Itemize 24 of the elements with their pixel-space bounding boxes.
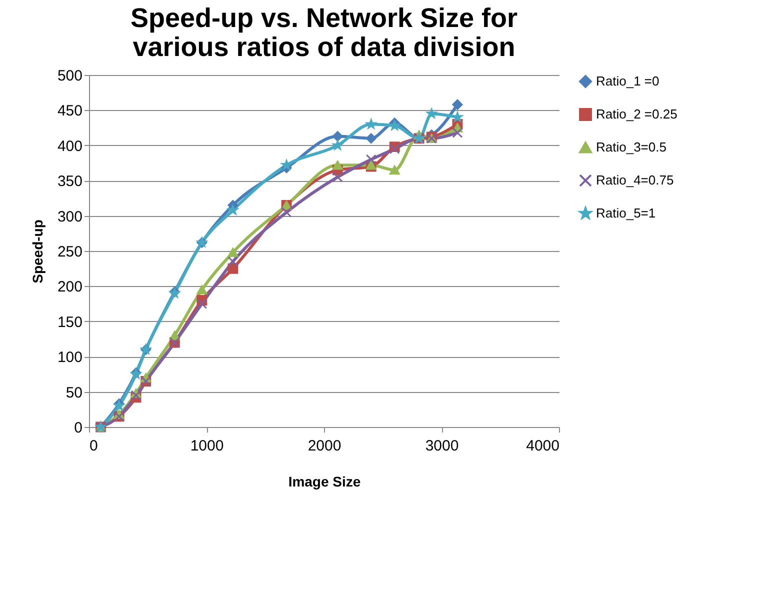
x-tick-label: 0 bbox=[90, 438, 98, 454]
y-tick-label: 50 bbox=[66, 384, 82, 402]
y-tick-label: 150 bbox=[57, 314, 82, 331]
chart-title: Speed-up vs. Network Size for various ratios of data division bbox=[130, 3, 518, 62]
y-tick-label: 500 bbox=[57, 68, 82, 84]
x-tick-label: 4000 bbox=[526, 438, 560, 454]
legend-label: Ratio_5=1 bbox=[596, 206, 656, 220]
y-tick-label: 300 bbox=[57, 208, 82, 226]
y-tick-label: 250 bbox=[57, 244, 82, 260]
y-tick-label: 200 bbox=[57, 278, 82, 296]
x-tick-label: 3000 bbox=[425, 438, 459, 454]
legend-label: Ratio_2 =0.25 bbox=[596, 106, 678, 122]
x-axis-title: Image Size bbox=[288, 474, 361, 490]
y-tick-label: 350 bbox=[57, 173, 82, 190]
y-axis-title: Speed-up bbox=[29, 220, 46, 284]
x-tick-label: 1000 bbox=[190, 438, 224, 454]
y-tick-label: 450 bbox=[57, 102, 82, 120]
y-tick-label: 0 bbox=[74, 420, 82, 436]
legend-label: Ratio_3=0.5 bbox=[596, 140, 666, 154]
y-tick-label: 400 bbox=[57, 138, 82, 155]
x-tick-label: 2000 bbox=[308, 438, 342, 454]
legend-label: Ratio_4=0.75 bbox=[596, 172, 674, 188]
legend-label: Ratio_1 =0 bbox=[596, 74, 660, 88]
y-tick-label: 100 bbox=[57, 349, 82, 366]
